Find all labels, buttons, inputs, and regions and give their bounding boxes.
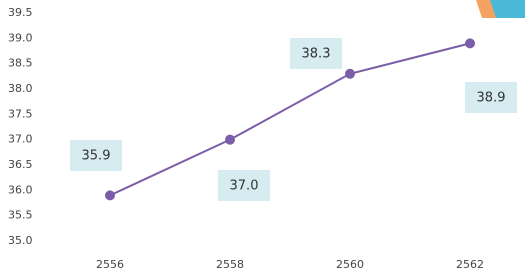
chart: 35.0 35.5 36.0 36.5 37.0 37.5 38.0 38.5 39.0 39.5… <box>0 0 525 273</box>
data-label: 38.9 <box>477 91 506 106</box>
data-label: 38.3 <box>302 47 331 62</box>
y-tick-label: 37.5 <box>8 107 33 120</box>
y-tick-label: 35.5 <box>8 209 33 222</box>
point <box>465 38 475 48</box>
page: 35.0 35.5 36.0 36.5 37.0 37.5 38.0 38.5 39.0 39.5… <box>0 0 525 273</box>
x-tick-label: 2560 <box>336 258 364 271</box>
data-label: 37.0 <box>230 179 259 194</box>
data-label: 35.9 <box>82 149 111 164</box>
y-tick-label: 37.0 <box>8 133 33 146</box>
y-tick-label: 35.0 <box>8 234 33 247</box>
point <box>105 190 115 200</box>
y-tick-label: 39.5 <box>8 6 33 19</box>
y-tick-label: 36.5 <box>8 158 33 171</box>
y-tick-label: 39.0 <box>8 31 33 44</box>
x-tick-label: 2558 <box>216 258 244 271</box>
y-tick-label: 38.0 <box>8 82 33 95</box>
y-tick-label: 36.0 <box>8 183 33 196</box>
point <box>225 135 235 145</box>
x-tick-label: 2562 <box>456 258 484 271</box>
x-tick-label: 2556 <box>96 258 124 271</box>
point <box>345 69 355 79</box>
y-tick-label: 38.5 <box>8 57 33 70</box>
